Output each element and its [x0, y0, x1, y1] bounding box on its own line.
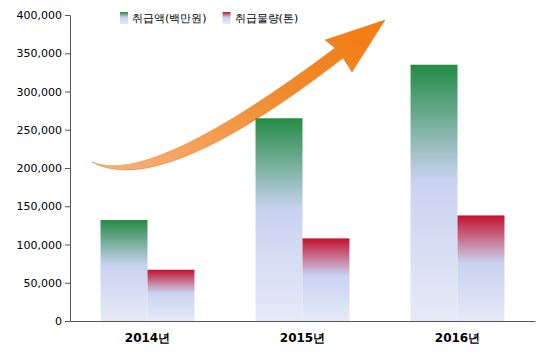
tick-label: 100,000: [17, 239, 63, 252]
legend-label: 취급물량(톤): [235, 12, 299, 25]
tick-label: 400,000: [17, 9, 63, 22]
tick-mark: [65, 206, 70, 207]
legend: 취급액(백만원) 취급물량(톤): [120, 12, 298, 25]
tick: 200,000: [17, 162, 71, 175]
tick-label: 250,000: [17, 124, 63, 137]
bars: [101, 65, 505, 321]
tick-label: 150,000: [17, 200, 63, 213]
tick: 50,000: [24, 277, 71, 290]
tick-mark: [65, 15, 70, 16]
tick: 2016년: [435, 321, 480, 345]
tick-mark: [65, 168, 70, 169]
tick-label: 50,000: [24, 277, 63, 290]
bar: [458, 215, 505, 321]
tick-label: 200,000: [17, 162, 63, 175]
tick: 250,000: [17, 124, 71, 137]
tick: 2014년: [125, 321, 170, 345]
tick-label: 2016년: [435, 331, 480, 345]
x-axis: 2014년 2015년 2016년: [71, 321, 536, 345]
tick-mark: [65, 245, 70, 246]
legend-swatch: [120, 12, 128, 24]
bar: [303, 238, 350, 321]
tick: 100,000: [17, 239, 71, 252]
tick-label: 2015년: [280, 331, 325, 345]
tick-label: 350,000: [17, 47, 63, 60]
tick: 300,000: [17, 86, 71, 99]
tick-label: 300,000: [17, 86, 63, 99]
bar: [256, 118, 303, 321]
tick-label: 0: [55, 315, 62, 328]
legend-label: 취급액(백만원): [132, 12, 207, 25]
chart: 0 50,000 100,000 150,000 200,000 250,000 300,0…: [0, 0, 550, 355]
tick-mark: [65, 92, 70, 93]
axis-line: [71, 321, 536, 322]
y-axis: 0 50,000 100,000 150,000 200,000 250,000 300,0…: [17, 9, 71, 328]
tick-mark: [65, 53, 70, 54]
tick-mark: [65, 321, 70, 322]
tick-label: 2014년: [125, 331, 170, 345]
tick: 400,000: [17, 9, 71, 22]
tick-mark: [65, 130, 70, 131]
tick: 150,000: [17, 200, 71, 213]
bar: [148, 270, 195, 321]
bar: [411, 65, 458, 321]
axis-line: [70, 16, 71, 322]
bar: [101, 220, 148, 321]
trend-arrow: [92, 20, 385, 170]
tick-mark: [65, 283, 70, 284]
tick: 350,000: [17, 47, 71, 60]
tick: 2015년: [280, 321, 325, 345]
plot: 0 50,000 100,000 150,000 200,000 250,000 300,0…: [17, 9, 536, 345]
legend-swatch: [223, 12, 231, 24]
tick: 0: [55, 315, 70, 328]
